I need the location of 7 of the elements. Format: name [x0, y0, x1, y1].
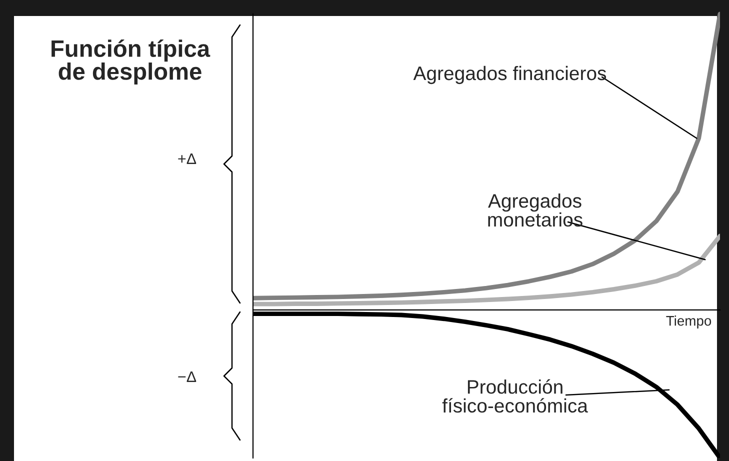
x-axis-title: Tiempo	[666, 316, 712, 328]
annotation: Producción físico-económica	[442, 379, 588, 413]
annotation: Agregados financieros	[413, 66, 606, 84]
text: Función típica de desplome	[52, 39, 210, 85]
text: −Δ	[178, 371, 196, 382]
annotation: Agregados monetarios	[488, 194, 582, 227]
text: +Δ	[178, 153, 196, 164]
